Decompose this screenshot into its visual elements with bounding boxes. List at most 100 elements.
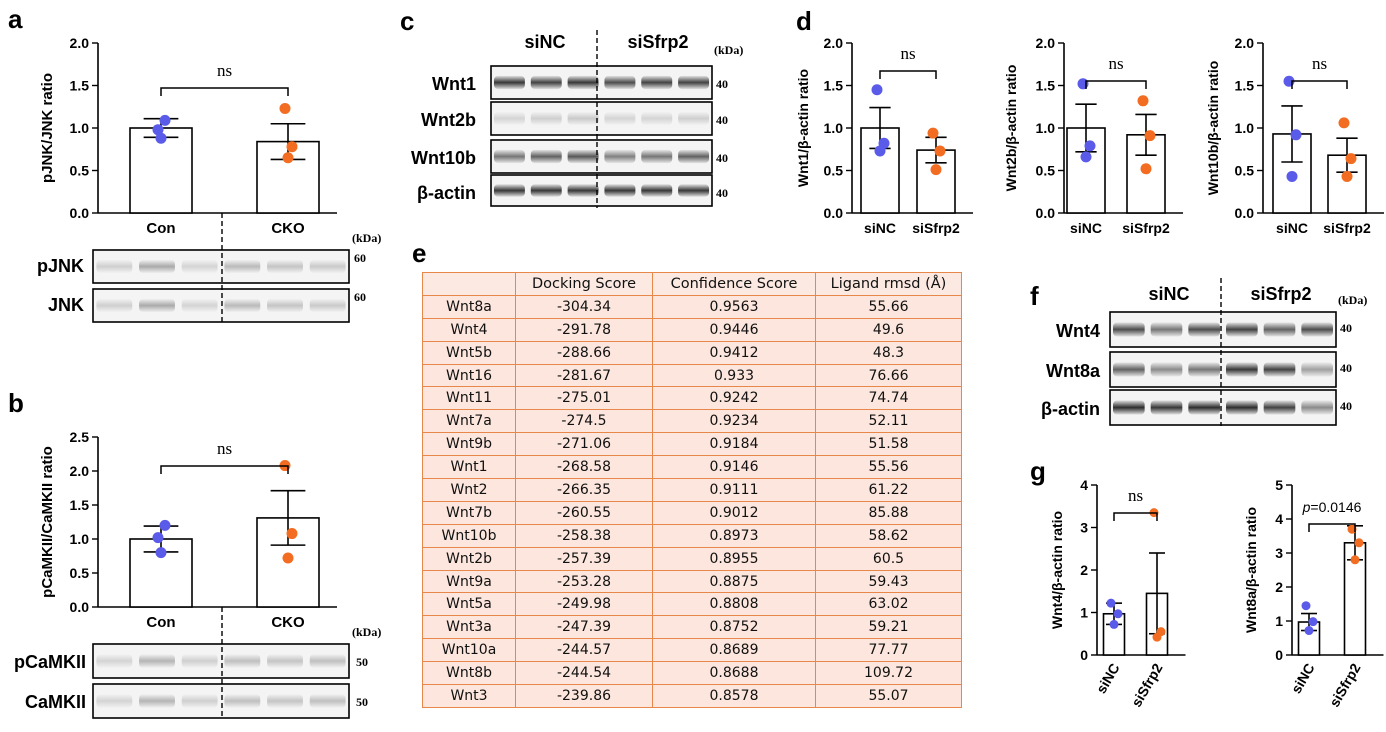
docking-table-wrap: Docking Score Confidence Score Ligand rmsd… bbox=[422, 272, 962, 708]
y-tick-label: 0.0 bbox=[1235, 205, 1255, 221]
blot-row-band bbox=[309, 259, 346, 274]
blot-row-label: Wnt4 bbox=[1056, 321, 1100, 341]
significance-label: ns bbox=[900, 44, 915, 63]
blot-f: siNC siSfrp2 (kDa) Wnt4 40 Wnt8a 40 β-actin 40 bbox=[1041, 278, 1367, 426]
blot-row-band bbox=[1113, 362, 1145, 377]
table-cell: 0.8688 bbox=[652, 661, 816, 686]
data-point bbox=[159, 114, 171, 126]
table-cell: -268.58 bbox=[515, 455, 653, 480]
panel-label-g: g bbox=[1030, 456, 1046, 486]
table-cell: 55.07 bbox=[815, 684, 962, 708]
table-cell: 0.9111 bbox=[652, 478, 816, 502]
chart-g2: 0 1 2 3 4 5 Wnt8a/β-actin ratio siNC siSfrp2 p=0.… bbox=[1243, 477, 1384, 710]
blot-row-frame bbox=[1109, 389, 1337, 426]
kda-label: (kDa) bbox=[352, 625, 381, 639]
data-point bbox=[1137, 95, 1149, 107]
blot-row-band bbox=[1301, 322, 1333, 337]
data-point bbox=[1308, 617, 1318, 627]
blot-row-band bbox=[641, 149, 673, 164]
blot-row-band bbox=[604, 111, 636, 126]
table-cell: -244.57 bbox=[515, 638, 653, 663]
data-point bbox=[1140, 163, 1152, 175]
data-point bbox=[1080, 151, 1092, 163]
table-row: Wnt2b -257.39 0.8955 60.5 bbox=[422, 546, 962, 571]
blot-row-band bbox=[604, 149, 636, 164]
blot-row-label: β-actin bbox=[1041, 399, 1100, 419]
data-point bbox=[1144, 130, 1156, 142]
data-point bbox=[152, 532, 164, 544]
blot-row-band bbox=[567, 184, 599, 197]
data-point bbox=[1338, 117, 1350, 129]
panel-label-a: a bbox=[8, 4, 23, 34]
table-cell: 0.9446 bbox=[652, 317, 816, 342]
blot-row-frame bbox=[490, 174, 713, 207]
data-point bbox=[155, 547, 167, 559]
data-point bbox=[1341, 170, 1353, 182]
blot-row-frame bbox=[92, 683, 350, 719]
table-row: Wnt3a -247.39 0.8752 59.21 bbox=[422, 615, 962, 640]
group-label: siSfrp2 bbox=[627, 32, 688, 52]
blot-row-band bbox=[96, 694, 133, 708]
table-body: Wnt8a -304.34 0.9563 55.66 Wnt4 -291.78 0.9446… bbox=[422, 294, 962, 708]
table-header-row: Docking Score Confidence Score Ligand rmsd… bbox=[422, 272, 962, 296]
blot-row-band bbox=[139, 259, 175, 274]
kda-marker: 40 bbox=[716, 113, 728, 127]
data-point bbox=[155, 132, 167, 144]
y-tick-label: 5 bbox=[1275, 477, 1283, 493]
column-header: Docking Score bbox=[515, 272, 653, 296]
table-cell: Wnt8b bbox=[422, 661, 516, 686]
blot-row-band bbox=[530, 75, 562, 90]
y-tick-label: 1.5 bbox=[824, 78, 844, 94]
table-row: Wnt7b -260.55 0.9012 85.88 bbox=[422, 500, 962, 525]
y-tick-label: 2.0 bbox=[824, 35, 844, 51]
data-point bbox=[934, 145, 946, 157]
y-tick-label: 0.5 bbox=[1036, 163, 1056, 179]
blot-row-band bbox=[493, 184, 525, 197]
blot-row-band bbox=[1150, 400, 1183, 415]
table-cell: 0.8808 bbox=[652, 592, 816, 617]
blot-row-band bbox=[678, 149, 710, 164]
table-cell: 0.9184 bbox=[652, 432, 816, 457]
table-cell: 0.9242 bbox=[652, 386, 816, 411]
table-row: Wnt9a -253.28 0.8875 59.43 bbox=[422, 569, 962, 594]
y-tick-label: 1 bbox=[1275, 613, 1283, 629]
group-label: siNC bbox=[524, 32, 565, 52]
table-cell: Wnt3 bbox=[422, 684, 516, 708]
table-cell: 0.8875 bbox=[652, 569, 816, 594]
table-cell: 59.21 bbox=[815, 615, 962, 640]
blot-row-band bbox=[1301, 400, 1333, 415]
table-cell: -291.78 bbox=[515, 317, 653, 342]
table-row: Wnt1 -268.58 0.9146 55.56 bbox=[422, 455, 962, 480]
blot-row-band bbox=[224, 694, 261, 708]
blot-row-band bbox=[139, 298, 175, 313]
data-point bbox=[1345, 153, 1357, 165]
y-tick-label: 2.0 bbox=[70, 463, 90, 479]
table-cell: Wnt1 bbox=[422, 455, 516, 480]
table-cell: 85.88 bbox=[815, 500, 962, 525]
significance-label: ns bbox=[1312, 54, 1327, 73]
kda-marker: 40 bbox=[716, 77, 728, 91]
data-point bbox=[282, 552, 294, 564]
table-cell: 0.8955 bbox=[652, 546, 816, 571]
data-point bbox=[159, 519, 171, 531]
y-tick-label: 1.5 bbox=[1235, 78, 1255, 94]
data-point bbox=[930, 164, 942, 176]
table-cell: Wnt9b bbox=[422, 432, 516, 457]
data-point bbox=[1106, 598, 1116, 608]
panel-label-b: b bbox=[8, 388, 24, 418]
blot-row-band bbox=[181, 298, 218, 313]
blot-c: siNC siSfrp2 (kDa) Wnt1 40 Wnt2b 40 Wnt10b 40 β-a… bbox=[411, 30, 743, 208]
blot-row-label: Wnt2b bbox=[421, 110, 476, 130]
significance-bracket bbox=[1085, 80, 1147, 89]
y-tick-label: 1.0 bbox=[70, 531, 90, 547]
blot-row-frame bbox=[490, 65, 713, 100]
panel-label-d: d bbox=[796, 6, 812, 36]
blot-row-frame bbox=[490, 101, 713, 136]
kda-marker: 40 bbox=[1340, 361, 1352, 375]
table-cell: 51.58 bbox=[815, 432, 962, 457]
table-cell: -247.39 bbox=[515, 615, 653, 640]
blot-row-band bbox=[567, 75, 599, 90]
docking-table: Docking Score Confidence Score Ligand rmsd… bbox=[422, 272, 962, 708]
y-tick-label: 4 bbox=[1080, 477, 1088, 493]
blot-row-band bbox=[1226, 362, 1258, 377]
